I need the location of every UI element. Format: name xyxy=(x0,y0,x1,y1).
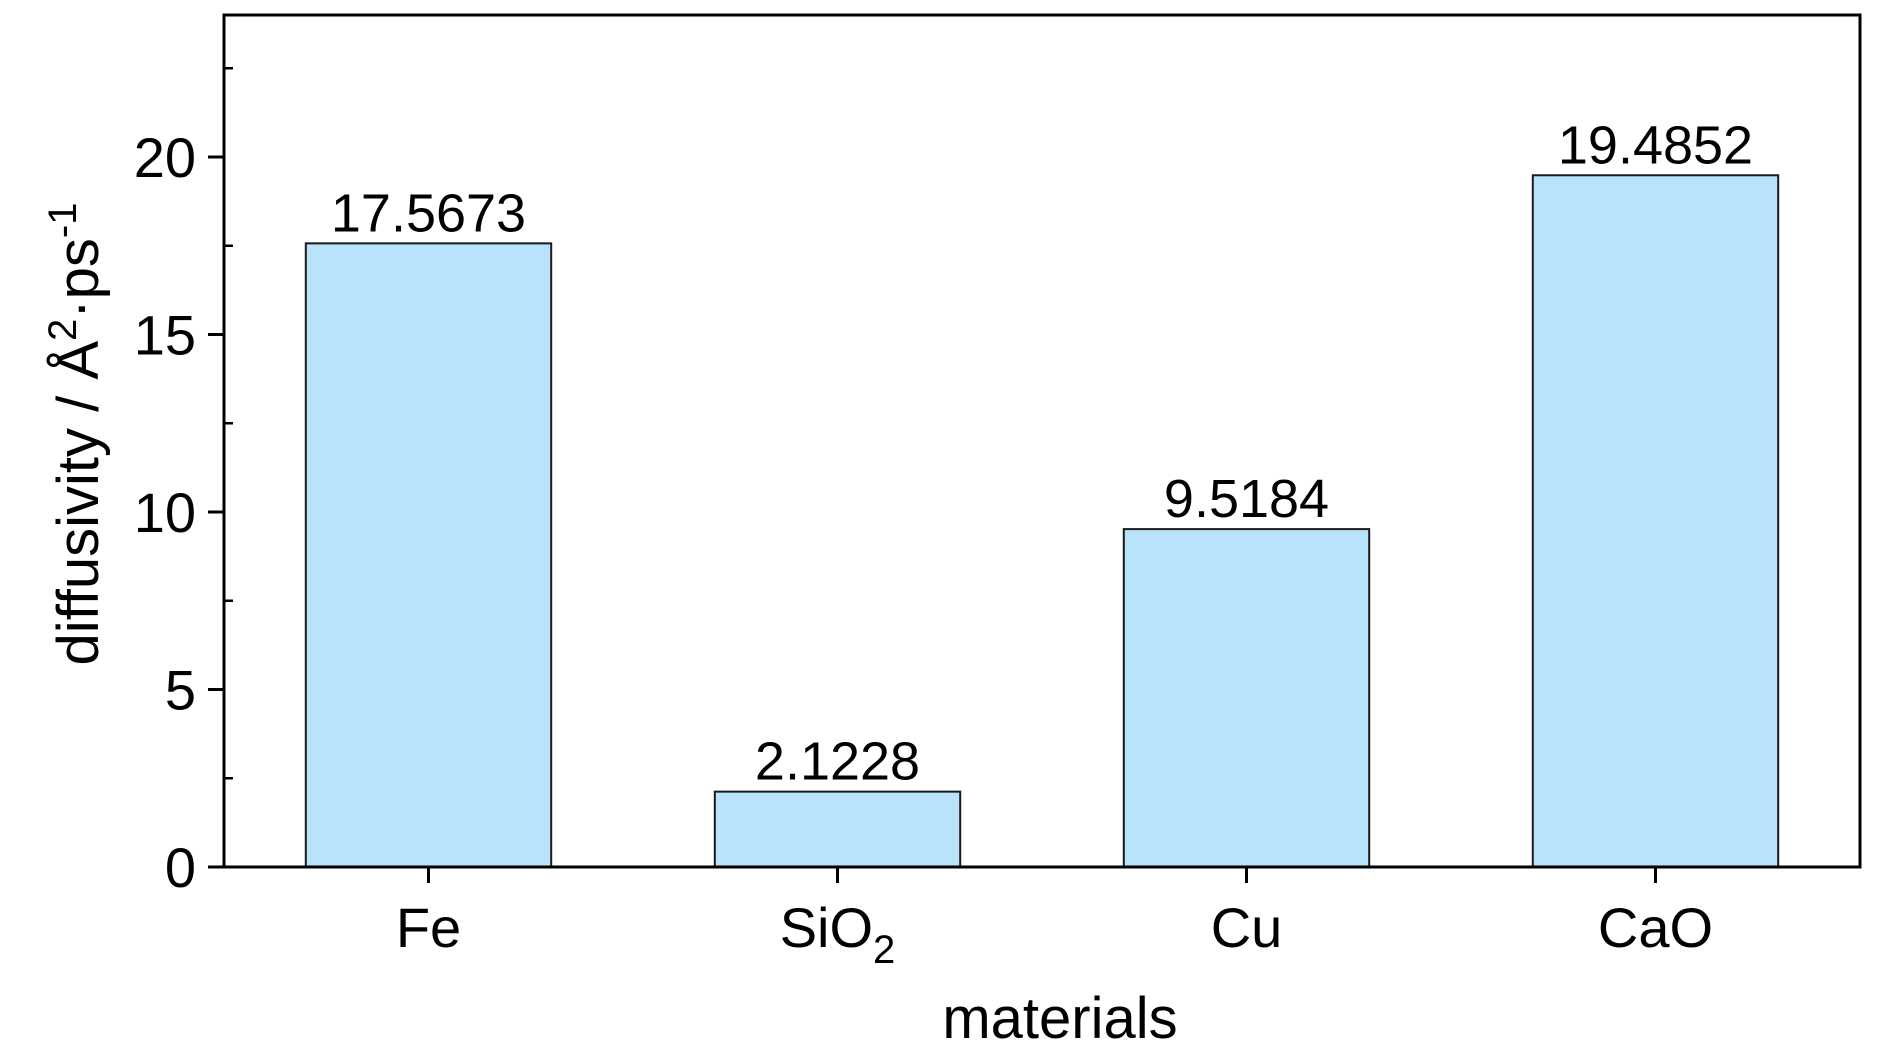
bar-value-label-3: 19.4852 xyxy=(1558,115,1753,175)
bar-3 xyxy=(1531,174,1780,869)
x-tick-label-2: Cu xyxy=(1211,896,1283,959)
bar-value-label-2: 9.5184 xyxy=(1164,469,1329,529)
x-axis-label: materials xyxy=(942,986,1177,1051)
y-axis-label-superscript-2: 2 xyxy=(41,319,85,341)
y-axis-label-superscript-neg1: -1 xyxy=(41,203,85,239)
data-labels-group: 17.5673 2.1228 9.5184 19.4852 xyxy=(331,115,1753,791)
y-axis-label-text: diffusivity / Å xyxy=(46,341,111,666)
bar-2 xyxy=(1122,528,1371,868)
y-axis-label-unit: ·ps xyxy=(46,238,111,319)
y-axis-label: diffusivity / Å2·ps-1 xyxy=(41,203,111,666)
x-tick-label-3: CaO xyxy=(1598,896,1713,959)
x-axis-tick-labels: Fe SiO2 Cu CaO xyxy=(396,896,1713,972)
bar-0 xyxy=(304,242,553,869)
y-tick-label-0: 0 xyxy=(165,836,196,899)
bar-1 xyxy=(713,790,962,869)
y-tick-label-1: 5 xyxy=(165,659,196,722)
y-tick-label-3: 15 xyxy=(134,304,196,367)
x-tick-label-0: Fe xyxy=(396,896,461,959)
y-tick-label-2: 10 xyxy=(134,481,196,544)
y-axis-ticks xyxy=(208,67,233,869)
y-axis-tick-labels: 0 5 10 15 20 xyxy=(134,126,196,899)
bar-value-label-1: 2.1228 xyxy=(755,732,920,792)
x-axis-ticks xyxy=(427,867,1657,883)
x-tick-label-1: SiO2 xyxy=(780,896,896,972)
y-tick-label-4: 20 xyxy=(134,126,196,189)
bar-value-label-0: 17.5673 xyxy=(331,183,526,243)
bars-group xyxy=(304,174,1780,869)
plot-area-frame xyxy=(222,13,1862,869)
